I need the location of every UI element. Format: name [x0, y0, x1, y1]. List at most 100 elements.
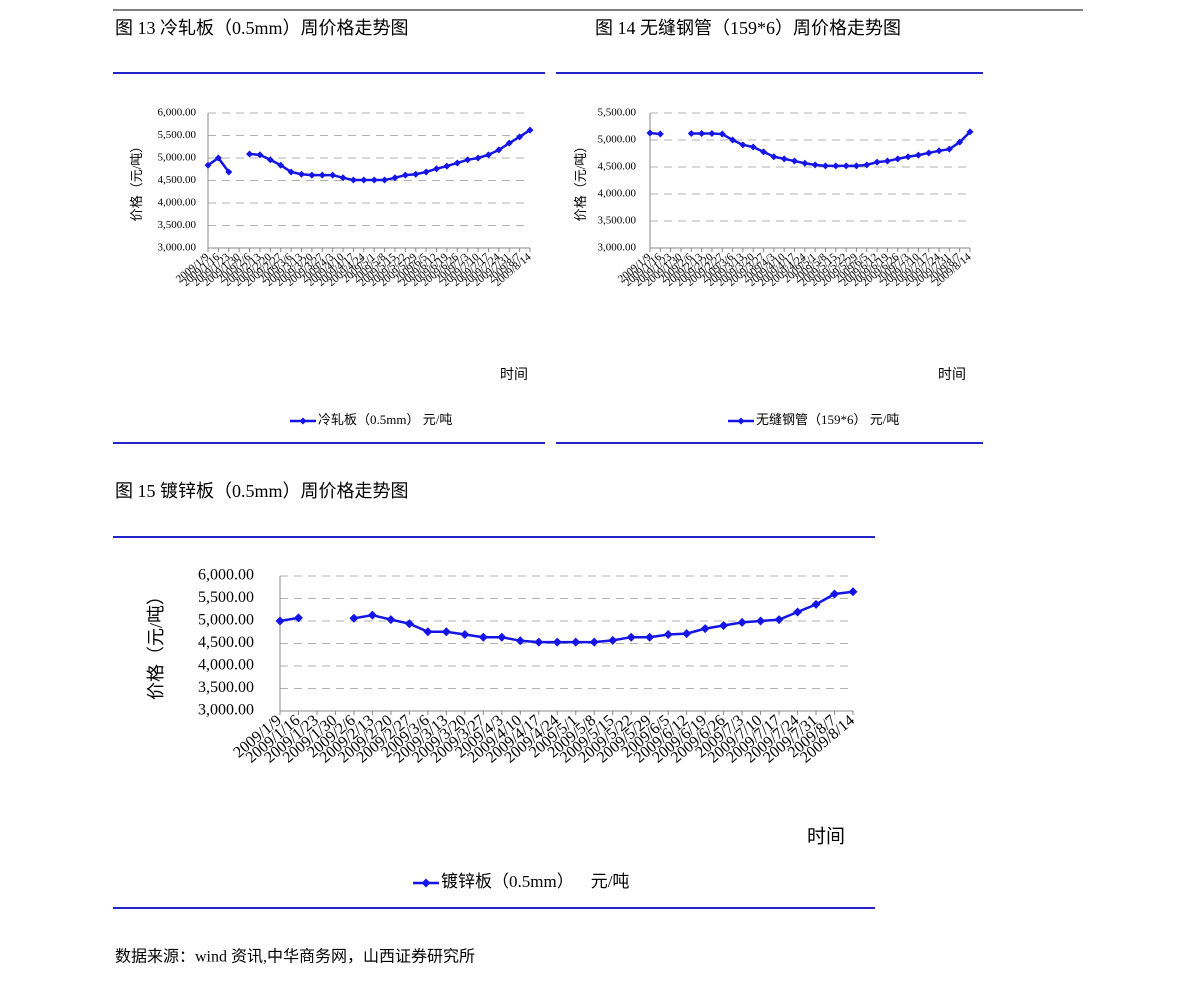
point-marker [756, 616, 766, 626]
point-marker [904, 153, 912, 161]
point-marker [698, 130, 706, 138]
point-marker [246, 150, 254, 158]
y-tick-label: 4,500.00 [158, 174, 197, 186]
line-series [279, 590, 854, 644]
point-marker [832, 162, 840, 170]
y-tick-label: 4,500.00 [198, 634, 254, 651]
y-tick-label: 6,000.00 [158, 107, 197, 119]
point-marker [256, 151, 264, 159]
point-marker [484, 151, 492, 159]
point-marker [626, 632, 636, 642]
y-tick-label: 6,000.00 [198, 567, 254, 584]
point-marker [914, 151, 922, 159]
point-marker [404, 619, 414, 629]
point-marker [225, 168, 233, 176]
point-marker [360, 176, 368, 184]
point-marker [894, 155, 902, 163]
point-marker [780, 155, 788, 163]
point-marker [608, 635, 618, 645]
y-tick-label: 5,000.00 [158, 152, 197, 164]
point-marker [464, 156, 472, 164]
point-marker [737, 617, 747, 627]
point-marker [774, 615, 784, 625]
point-marker [801, 159, 809, 167]
point-marker [293, 613, 303, 623]
point-marker [460, 630, 470, 639]
point-marker [966, 128, 974, 136]
point-marker [349, 176, 357, 184]
point-marker [821, 162, 829, 170]
legend-label: 镀锌板（0.5mm） 元/吨 [441, 872, 629, 891]
point-marker [925, 149, 933, 157]
point-marker [516, 133, 524, 141]
point-marker [422, 168, 430, 176]
legend-label: 无缝钢管（159*6） 元/吨 [756, 412, 899, 427]
y-axis-label: 价格（元/吨） [129, 140, 144, 222]
point-marker [663, 630, 673, 639]
point-marker [204, 161, 212, 169]
point-marker [297, 170, 305, 178]
legend-marker [299, 417, 307, 425]
x-axis-label: 时间 [938, 367, 966, 383]
point-marker [367, 610, 377, 620]
point-marker [308, 171, 316, 179]
point-marker [386, 615, 396, 625]
y-tick-label: 3,000.00 [598, 242, 637, 254]
point-marker [749, 143, 757, 151]
point-marker [842, 162, 850, 170]
legend-marker [421, 878, 431, 888]
point-marker [760, 148, 768, 156]
point-marker [656, 130, 664, 138]
point-marker [275, 616, 285, 626]
point-marker [708, 130, 716, 138]
point-marker [791, 157, 799, 165]
point-marker [526, 126, 534, 134]
point-marker [443, 162, 451, 170]
point-marker [339, 174, 347, 182]
point-marker [945, 145, 953, 153]
point-marker [687, 130, 695, 138]
point-marker [497, 632, 507, 642]
point-marker [534, 637, 544, 647]
point-marker [391, 174, 399, 182]
point-marker [873, 158, 881, 166]
y-tick-label: 5,500.00 [158, 129, 197, 141]
point-marker [412, 170, 420, 178]
y-axis-label: 价格（元/吨） [573, 140, 588, 222]
point-marker [935, 147, 943, 155]
y-tick-label: 5,500.00 [598, 107, 637, 119]
point-marker [381, 176, 389, 184]
point-marker [645, 632, 655, 642]
source-note: 数据来源：wind 资讯,中华商务网，山西证券研究所 [115, 948, 475, 966]
x-axis-label: 时间 [807, 825, 845, 847]
point-marker [863, 161, 871, 169]
point-marker [318, 171, 326, 179]
point-marker [349, 613, 359, 623]
point-marker [441, 627, 451, 637]
point-marker [287, 168, 295, 176]
point-marker [589, 637, 599, 647]
point-marker [474, 154, 482, 162]
line-series [649, 131, 971, 168]
point-marker [423, 627, 433, 637]
y-tick-label: 5,000.00 [198, 612, 254, 629]
chart-title: 图 14 无缝钢管（159*6）周价格走势图 [595, 18, 901, 38]
point-marker [571, 637, 581, 647]
point-marker [552, 637, 562, 647]
point-marker [266, 156, 274, 164]
point-marker [277, 161, 285, 169]
y-axis-label: 价格（元/吨） [146, 587, 166, 700]
legend-marker [737, 417, 745, 425]
point-marker [214, 154, 222, 162]
point-marker [770, 153, 778, 161]
y-tick-label: 5,000.00 [598, 134, 637, 146]
y-tick-label: 4,500.00 [598, 161, 637, 173]
y-tick-label: 3,000.00 [198, 702, 254, 719]
y-tick-label: 3,500.00 [198, 679, 254, 696]
point-marker [370, 176, 378, 184]
point-marker [718, 130, 726, 138]
point-marker [495, 146, 503, 154]
point-marker [811, 599, 821, 609]
y-tick-label: 3,000.00 [158, 242, 197, 254]
